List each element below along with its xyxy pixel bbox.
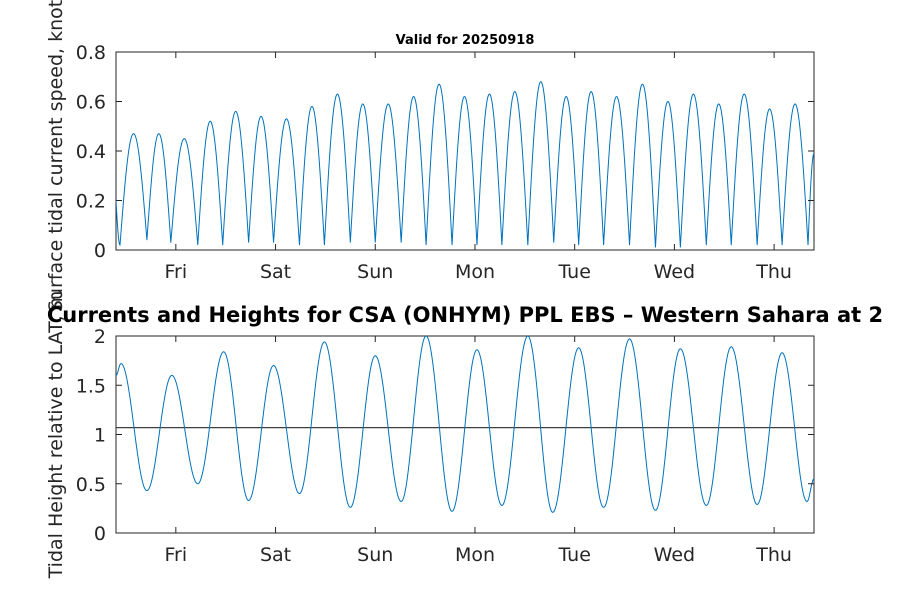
y-tick-label: 0.4 <box>76 141 106 163</box>
x-tick-label: Thu <box>755 261 792 283</box>
y-tick-label: 0.6 <box>76 92 106 114</box>
x-tick-label: Sun <box>357 261 393 283</box>
data-series-line <box>116 336 814 513</box>
x-tick-label: Sat <box>260 544 291 566</box>
x-tick-label: Sun <box>357 544 393 566</box>
y-tick-label: 0.2 <box>76 191 106 213</box>
x-tick-label: Thu <box>755 544 792 566</box>
tidal-height-axes: 0 0.5 1 1.5 2 Fri Sat Sun Mon Tue Wed Thu Tidal Heig… <box>45 291 883 580</box>
y-tick-label: 2 <box>94 326 106 348</box>
x-tick-label: Wed <box>654 261 695 283</box>
y-tick-label: 1.5 <box>76 375 106 397</box>
x-tick-label: Wed <box>654 544 695 566</box>
y-tick-label: 0.5 <box>76 474 106 496</box>
x-tick-label: Tue <box>557 261 590 283</box>
data-series-line <box>116 81 814 248</box>
y-tick-label: 0 <box>94 240 106 262</box>
y-axis-label: Tidal Height relative to LAT, m <box>45 291 67 580</box>
plot-area-frame <box>115 335 815 534</box>
x-tick-label: Mon <box>455 544 495 566</box>
y-tick-label: 0 <box>94 523 106 545</box>
y-tick-label: 0.8 <box>76 42 106 64</box>
y-axis-label: Surface tidal current speed, knots <box>45 0 67 312</box>
x-tick-label: Mon <box>455 261 495 283</box>
x-tick-label: Fri <box>165 261 188 283</box>
chart-title: Valid for 20250918 <box>396 33 535 48</box>
x-tick-label: Sat <box>260 261 291 283</box>
y-tick-label: 1 <box>94 425 106 447</box>
current-speed-axes: 0 0.2 0.4 0.6 0.8 Fri Sat Sun Mon Tue Wed Thu Surfac… <box>45 0 815 312</box>
x-tick-label: Tue <box>557 544 590 566</box>
x-tick-label: Fri <box>165 544 188 566</box>
chart-title: Currents and Heights for CSA (ONHYM) PPL… <box>47 303 883 327</box>
plot-area-frame <box>115 51 815 251</box>
